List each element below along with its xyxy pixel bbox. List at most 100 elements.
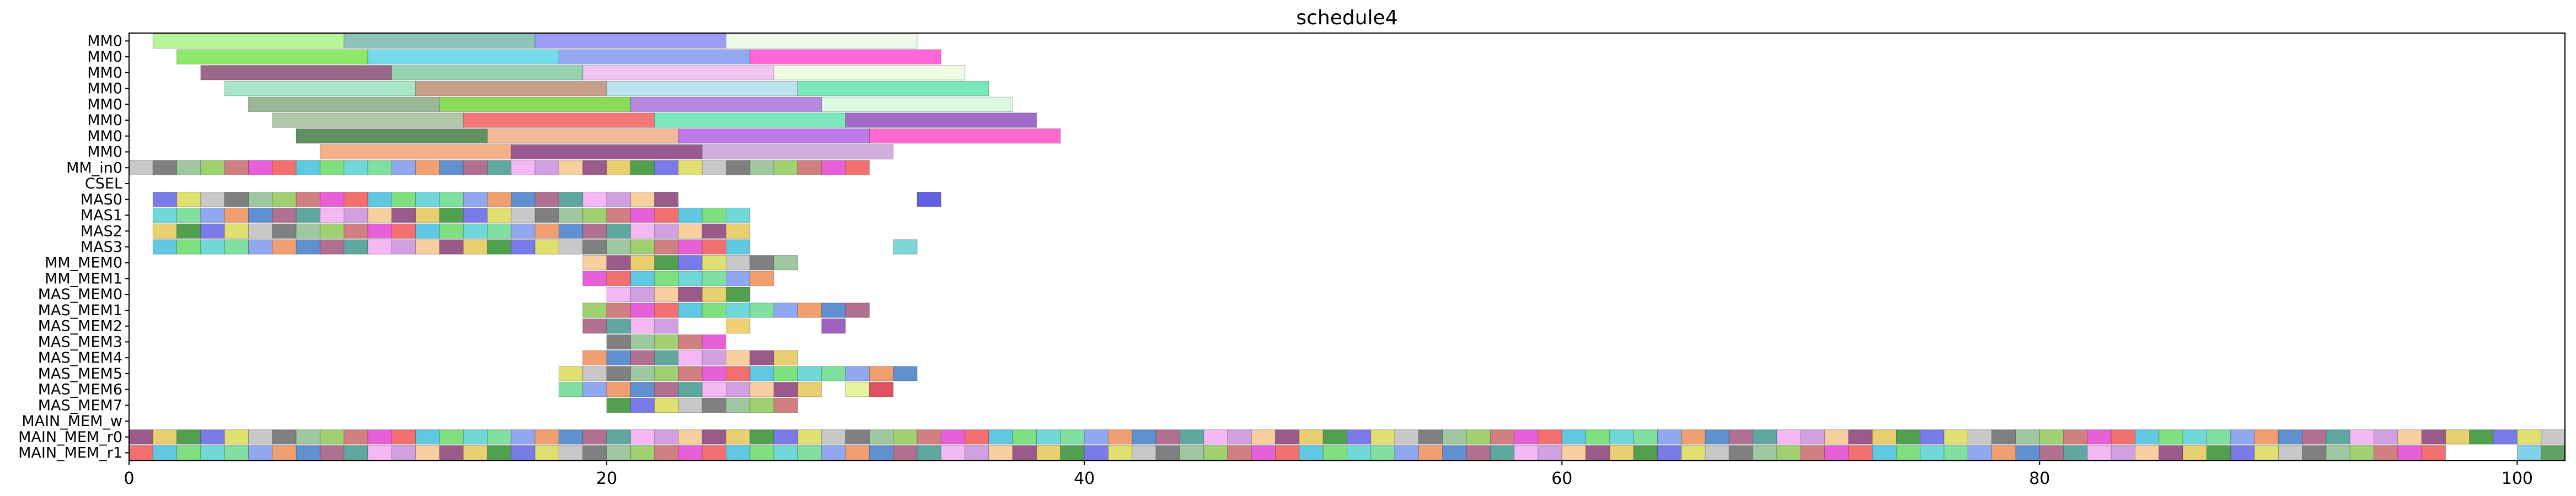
gantt-bar	[654, 318, 679, 334]
gantt-bar	[128, 160, 153, 176]
gantt-bar	[726, 381, 751, 397]
gantt-bar	[319, 160, 345, 176]
gantt-bar	[176, 207, 201, 223]
gantt-bar	[917, 192, 941, 207]
gantt-bar	[1872, 429, 1897, 445]
gantt-bar	[630, 366, 655, 381]
gantt-bar	[821, 160, 846, 176]
gantt-bar	[319, 223, 345, 239]
gantt-bar	[1012, 429, 1037, 445]
gantt-bar	[893, 366, 918, 381]
gantt-bar	[701, 271, 727, 287]
gantt-bar	[797, 160, 822, 176]
gantt-bar	[176, 445, 201, 461]
gantt-bar	[1728, 429, 1754, 445]
gantt-bar	[200, 192, 225, 207]
gantt-bar	[2159, 429, 2183, 445]
gantt-bar	[606, 192, 631, 207]
gantt-bar	[2278, 429, 2303, 445]
gantt-bar	[439, 207, 464, 223]
gantt-bar	[749, 255, 774, 271]
gantt-bar	[224, 192, 249, 207]
gantt-bar	[152, 207, 178, 223]
gantt-bar	[821, 96, 1013, 112]
gantt-bar	[463, 160, 488, 176]
gantt-bar	[1776, 445, 1801, 461]
gantt-bar	[701, 445, 727, 461]
gantt-bar	[1442, 445, 1467, 461]
gantt-bar	[2015, 445, 2040, 461]
gantt-bar	[630, 287, 655, 302]
gantt-bar	[367, 160, 392, 176]
gantt-bar	[1155, 445, 1180, 461]
gantt-bar	[511, 239, 535, 255]
gantt-bar	[1514, 445, 1539, 461]
gantt-bar	[176, 192, 201, 207]
gantt-bar	[176, 223, 201, 239]
gantt-bar	[940, 429, 966, 445]
gantt-bar	[391, 429, 416, 445]
gantt-bar	[1538, 429, 1562, 445]
gantt-bar	[726, 271, 751, 287]
gantt-bar	[1967, 429, 1993, 445]
gantt-bar	[678, 381, 703, 397]
y-tick-label: MM0	[87, 80, 122, 98]
gantt-bar	[224, 445, 249, 461]
gantt-bar	[630, 381, 655, 397]
gantt-bar	[1586, 429, 1610, 445]
gantt-bar	[606, 429, 631, 445]
gantt-bar	[558, 381, 583, 397]
gantt-bar	[152, 429, 178, 445]
gantt-bar	[2015, 429, 2040, 445]
gantt-bar	[558, 207, 583, 223]
gantt-bar	[797, 445, 822, 461]
gantt-bar	[391, 65, 583, 80]
gantt-bar	[558, 429, 583, 445]
gantt-bar	[344, 207, 368, 223]
gantt-bar	[1920, 429, 1945, 445]
gantt-bar	[1991, 445, 2016, 461]
gantt-bar	[654, 255, 679, 271]
gantt-bar	[654, 192, 679, 207]
gantt-bar	[319, 239, 345, 255]
gantt-bar	[2254, 429, 2279, 445]
gantt-bar	[606, 445, 631, 461]
gantt-bar	[1824, 445, 1849, 461]
gantt-bar	[248, 239, 273, 255]
gantt-bar	[415, 207, 440, 223]
gantt-bar	[224, 80, 416, 96]
gantt-bar	[678, 255, 703, 271]
gantt-bar	[1466, 429, 1491, 445]
y-tick-label: MAS1	[81, 207, 122, 224]
gantt-bar	[654, 429, 679, 445]
gantt-bar	[701, 287, 727, 302]
gantt-bar	[2278, 445, 2303, 461]
gantt-bar	[654, 271, 679, 287]
gantt-bar	[534, 445, 559, 461]
gantt-bar	[1036, 445, 1061, 461]
gantt-bar	[630, 160, 655, 176]
gantt-bar	[2254, 445, 2279, 461]
gantt-bar	[415, 223, 440, 239]
gantt-bar	[511, 223, 535, 239]
gantt-bar	[487, 160, 512, 176]
gantt-bar	[1418, 445, 1443, 461]
gantt-bar	[678, 271, 703, 287]
gantt-bar	[701, 160, 727, 176]
gantt-bar	[487, 429, 512, 445]
gantt-bar	[678, 303, 703, 318]
gantt-bar	[678, 429, 703, 445]
gantt-bar	[988, 445, 1013, 461]
gantt-bar	[2039, 429, 2064, 445]
gantt-bar	[917, 445, 941, 461]
gantt-bar	[1609, 429, 1634, 445]
gantt-bar	[1132, 445, 1156, 461]
gantt-bar	[2087, 429, 2112, 445]
gantt-bar	[2230, 445, 2255, 461]
gantt-bar	[1561, 429, 1587, 445]
gantt-bar	[797, 303, 822, 318]
gantt-bar	[1705, 429, 1729, 445]
y-tick-label: MM_MEM1	[45, 270, 122, 287]
gantt-bar	[1633, 429, 1658, 445]
gantt-bar	[2206, 429, 2231, 445]
